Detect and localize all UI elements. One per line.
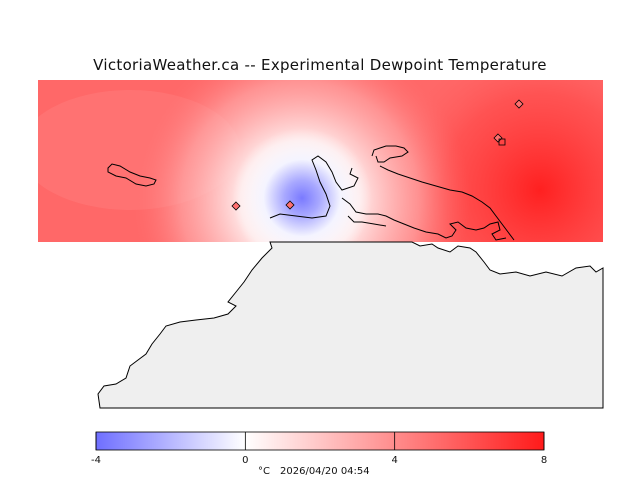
colorbar-timestamp: 2026/04/20 04:54	[280, 466, 370, 477]
map-title: VictoriaWeather.ca -- Experimental Dewpo…	[93, 56, 547, 74]
station-marker-northeast-2	[493, 133, 503, 143]
coastlines	[269, 145, 515, 241]
colorbar-tick-label-1: 0	[242, 455, 248, 466]
colorbar-unit: °C	[258, 466, 270, 477]
dewpoint-field	[38, 80, 603, 242]
colorbar-tick-label-2: 4	[391, 455, 397, 466]
station-marker-northeast-3	[498, 138, 506, 146]
land-southern-coast	[97, 241, 604, 409]
colorbar-tick-label-3: 8	[541, 455, 547, 466]
station-markers	[231, 99, 524, 211]
island-west	[107, 163, 157, 187]
station-marker-northeast-1	[514, 99, 524, 109]
station-marker-west	[231, 201, 241, 211]
colorbar-ticks	[95, 432, 545, 450]
colorbar-tick-label-0: -4	[91, 455, 101, 466]
colorbar-ramp	[95, 431, 545, 451]
station-marker-victoria	[285, 200, 295, 210]
